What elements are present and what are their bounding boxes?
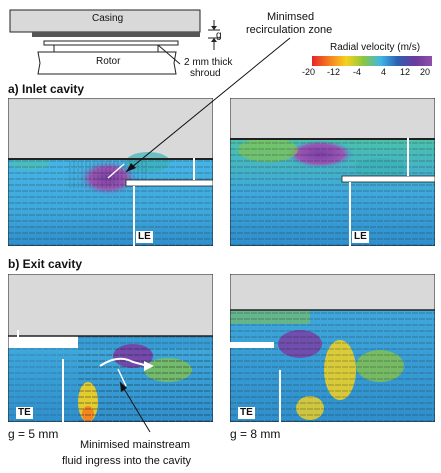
leading-edge-label: LE (136, 231, 153, 243)
casing-lip (32, 32, 200, 37)
colorbar-title: Radial velocity (m/s) (330, 42, 421, 53)
rotor-label: Rotor (96, 56, 121, 67)
panel-exit-g8: TE (230, 274, 435, 422)
leading-edge-label: LE (352, 231, 369, 243)
colorbar-tick: -4 (353, 67, 362, 77)
gap-left-label: g = 5 mm (8, 427, 59, 441)
exit-cavity-title: b) Exit cavity (8, 257, 83, 271)
velocity-field-exit-g8 (230, 274, 435, 422)
gap-right-label: g = 8 mm (230, 427, 281, 441)
gap-label: g (216, 30, 222, 41)
colorbar-tick: 12 (400, 67, 411, 77)
shroud-label-line2: shroud (190, 68, 221, 79)
colorbar (312, 56, 432, 66)
recirc-annotation-line2: recirculation zone (246, 24, 333, 36)
ingress-annotation-line1: Minimised mainstream (80, 439, 191, 451)
panel-exit-g5: TE (8, 274, 213, 422)
panel-inlet-g5: LE (8, 98, 213, 246)
panel-inlet-g8: LE (230, 98, 435, 246)
velocity-field-inlet-g8 (230, 98, 435, 246)
colorbar-tick: -20 (302, 67, 316, 77)
trailing-edge-label: TE (16, 407, 33, 419)
ingress-annotation-line2: fluid ingress into the cavity (62, 455, 192, 467)
schematic: Casing Rotor g 2 mm thick shroud (8, 8, 232, 79)
colorbar-tick: -12 (327, 67, 341, 77)
velocity-field-inlet-g5 (8, 98, 213, 246)
casing-label: Casing (92, 13, 124, 24)
colorbar-tick: 20 (420, 67, 431, 77)
inlet-cavity-title: a) Inlet cavity (8, 82, 85, 96)
colorbar-tick: 4 (381, 67, 387, 77)
trailing-edge-label: TE (238, 407, 255, 419)
velocity-field-exit-g5 (8, 274, 213, 422)
shroud-label-line1: 2 mm thick (184, 57, 233, 68)
recirc-annotation-line1: Minimsed (267, 11, 315, 23)
shroud (43, 40, 179, 46)
